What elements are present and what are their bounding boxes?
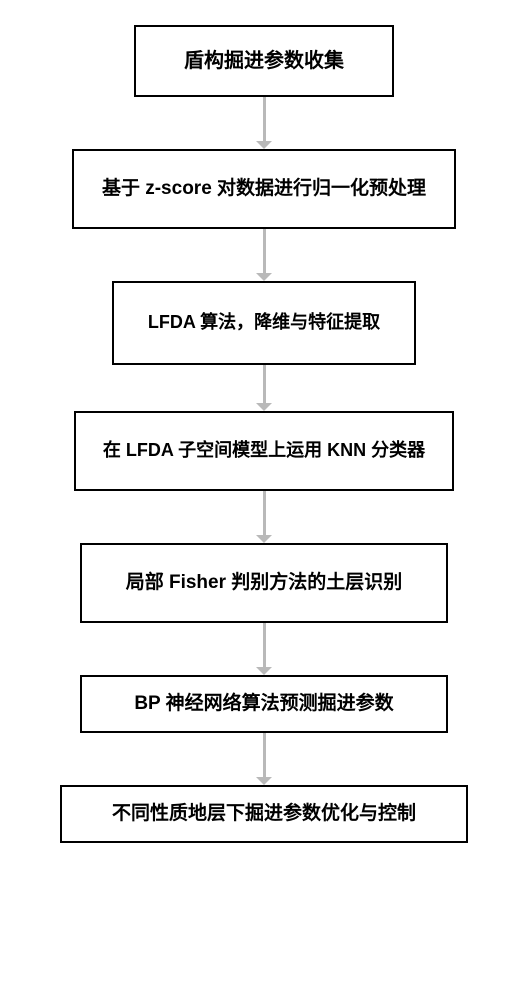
flowchart-arrow-2 — [256, 229, 272, 281]
flowchart-node-7: 不同性质地层下掘进参数优化与控制 — [60, 785, 468, 843]
flowchart-node-5: 局部 Fisher 判别方法的土层识别 — [80, 543, 448, 623]
flowchart-arrow-4 — [256, 491, 272, 543]
flowchart-node-2: 基于 z-score 对数据进行归一化预处理 — [72, 149, 456, 229]
flowchart-node-4: 在 LFDA 子空间模型上运用 KNN 分类器 — [74, 411, 454, 491]
flowchart-arrow-5 — [256, 623, 272, 675]
flowchart-node-3: LFDA 算法，降维与特征提取 — [112, 281, 416, 365]
flowchart-arrow-3 — [256, 365, 272, 411]
flowchart-node-1: 盾构掘进参数收集 — [134, 25, 394, 97]
flowchart-arrow-6 — [256, 733, 272, 785]
flowchart-arrow-1 — [256, 97, 272, 149]
flowchart-node-6: BP 神经网络算法预测掘进参数 — [80, 675, 448, 733]
